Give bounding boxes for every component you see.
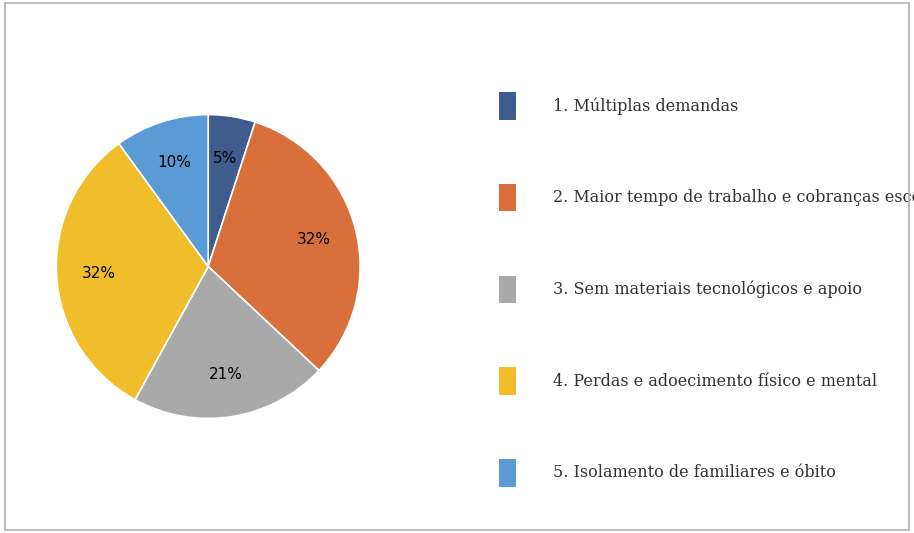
Wedge shape bbox=[119, 115, 208, 266]
Text: 1. Múltiplas demandas: 1. Múltiplas demandas bbox=[553, 98, 739, 115]
Text: 21%: 21% bbox=[208, 367, 242, 382]
Wedge shape bbox=[208, 115, 255, 266]
Text: 10%: 10% bbox=[157, 155, 191, 170]
Text: 5%: 5% bbox=[213, 151, 238, 166]
FancyBboxPatch shape bbox=[499, 92, 516, 120]
Text: 32%: 32% bbox=[82, 266, 116, 281]
Wedge shape bbox=[208, 122, 360, 370]
Text: 32%: 32% bbox=[297, 232, 331, 247]
FancyBboxPatch shape bbox=[499, 459, 516, 487]
Text: 2. Maior tempo de trabalho e cobranças escolares: 2. Maior tempo de trabalho e cobranças e… bbox=[553, 189, 914, 206]
FancyBboxPatch shape bbox=[499, 184, 516, 212]
Wedge shape bbox=[57, 143, 208, 400]
Wedge shape bbox=[135, 266, 319, 418]
FancyBboxPatch shape bbox=[499, 276, 516, 303]
FancyBboxPatch shape bbox=[499, 367, 516, 395]
Text: 5. Isolamento de familiares e óbito: 5. Isolamento de familiares e óbito bbox=[553, 464, 836, 481]
Text: 4. Perdas e adoecimento físico e mental: 4. Perdas e adoecimento físico e mental bbox=[553, 373, 877, 390]
Text: 3. Sem materiais tecnológicos e apoio: 3. Sem materiais tecnológicos e apoio bbox=[553, 281, 862, 298]
